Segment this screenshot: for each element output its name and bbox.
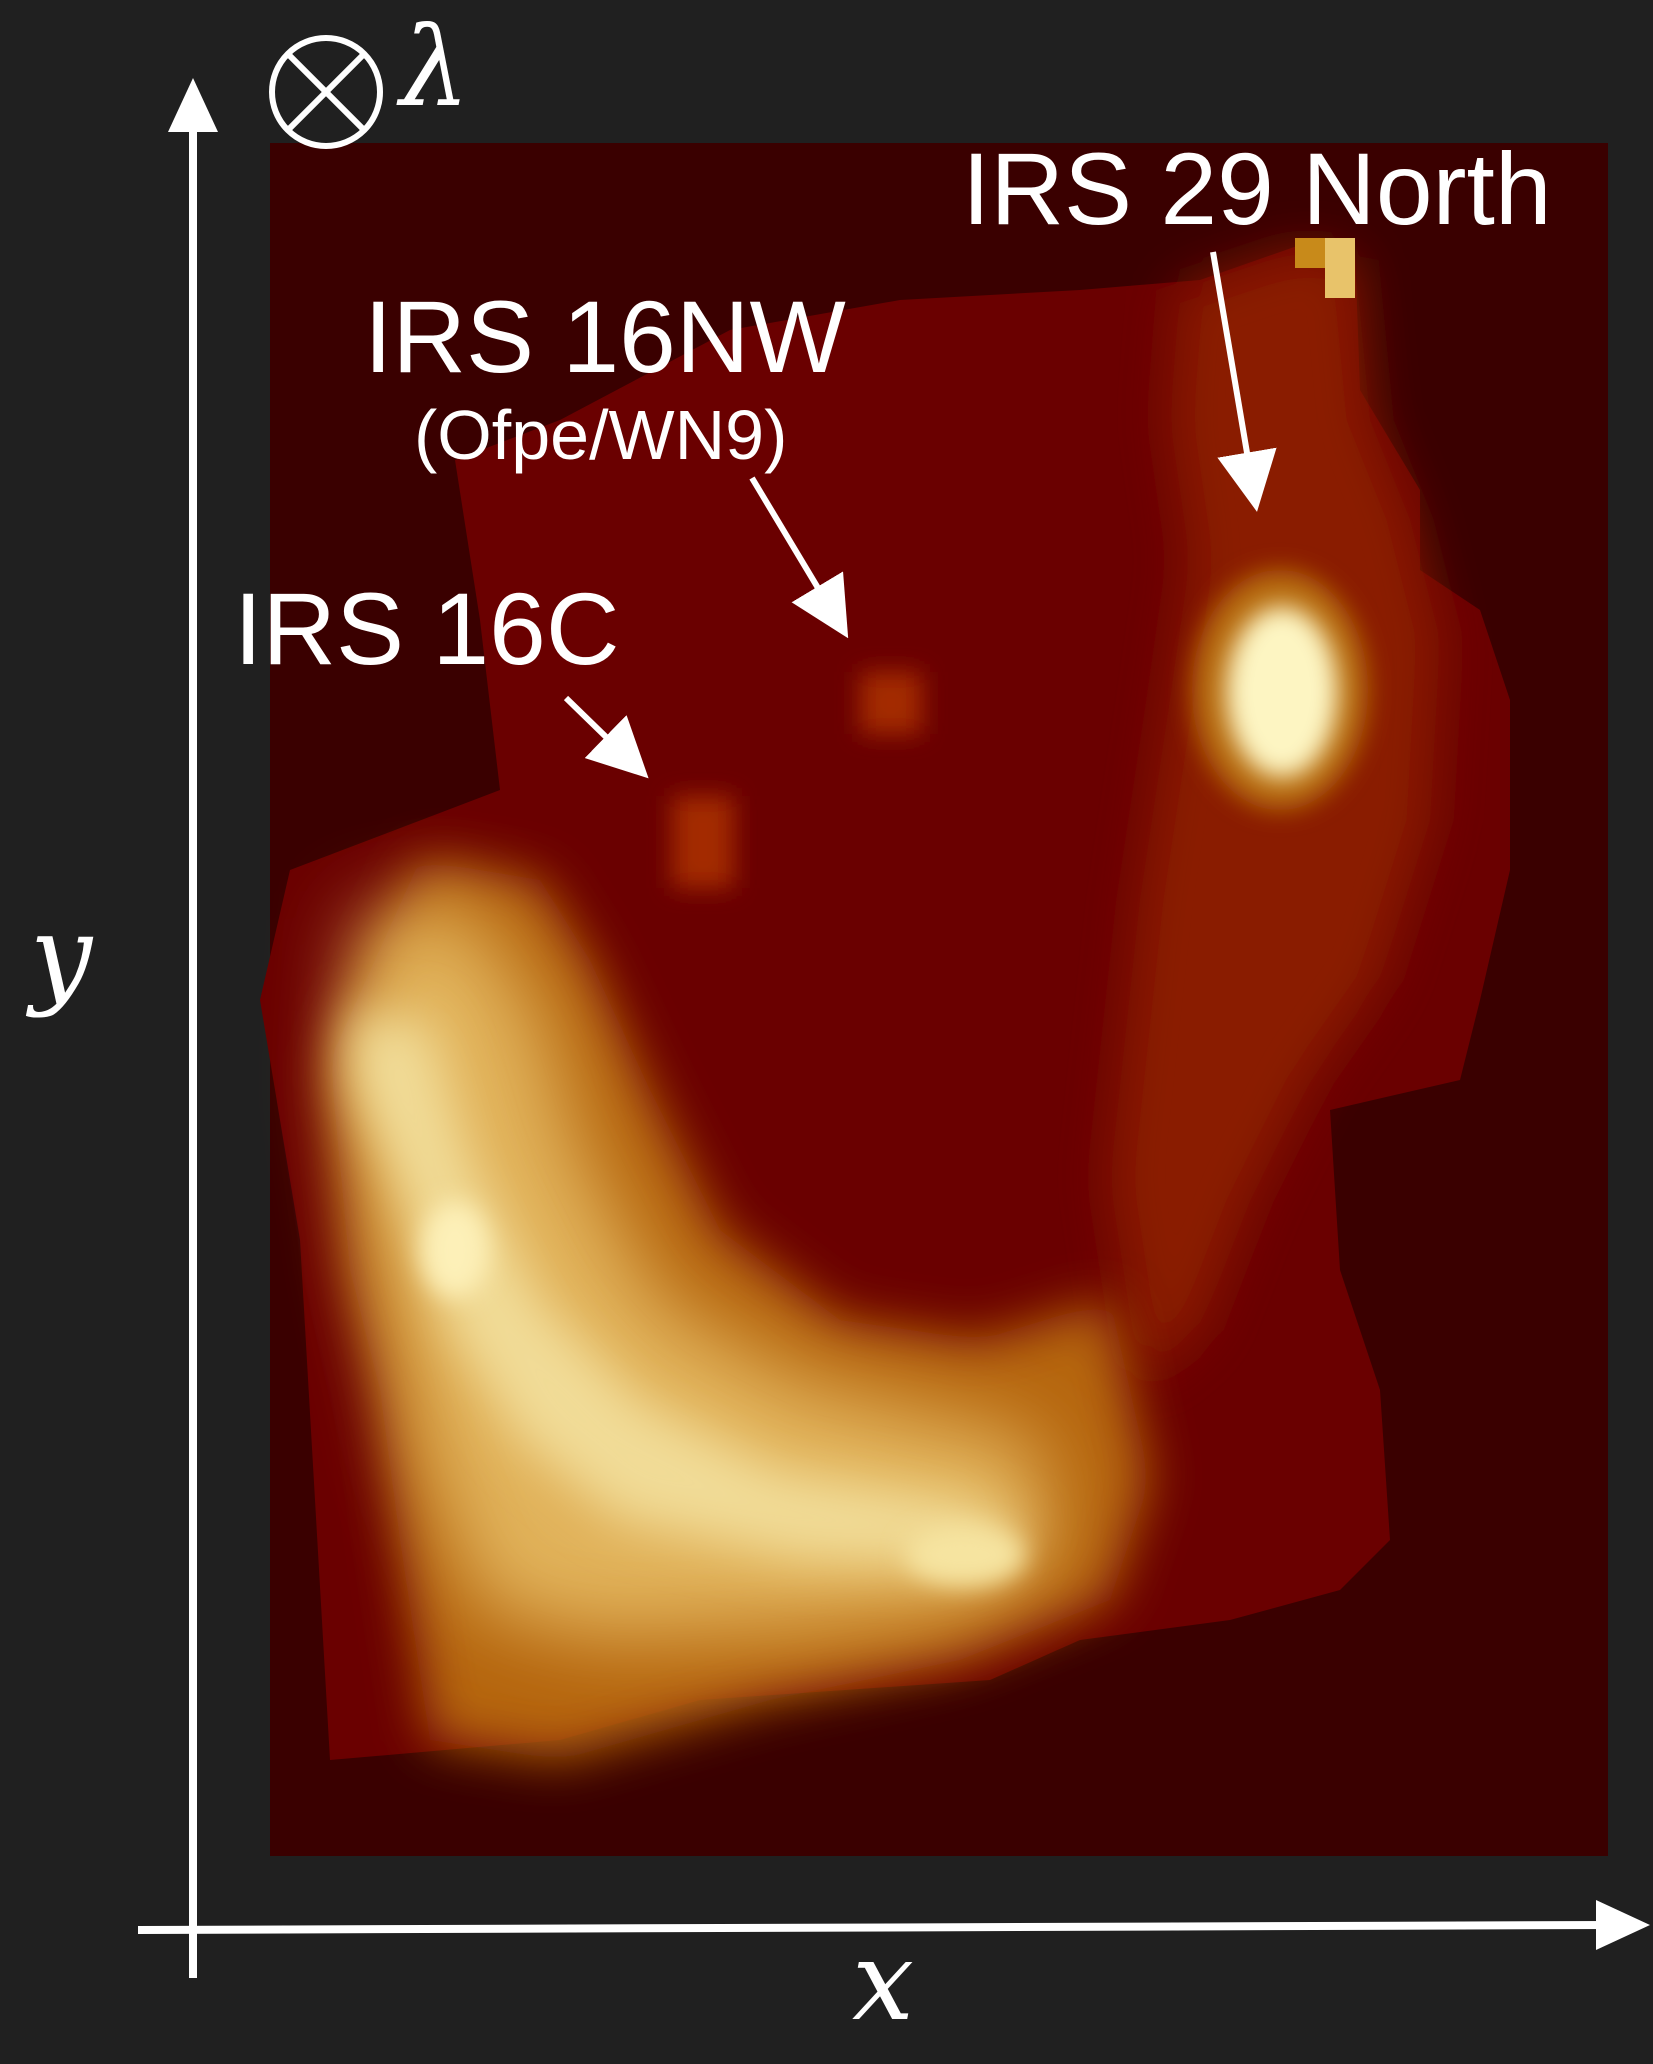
- source-irs16nw: [860, 672, 922, 734]
- y-axis-arrowhead: [168, 78, 218, 132]
- label-irs29-north: IRS 29 North: [962, 132, 1552, 246]
- label-irs16nw-type: (Ofpe/WN9): [414, 396, 788, 474]
- x-axis-arrowhead: [1596, 1900, 1650, 1950]
- point-sources: [672, 570, 1368, 888]
- source-irs16c: [672, 796, 734, 888]
- northern-streamer: [1110, 250, 1440, 1380]
- arrow-irs29-north: [1210, 251, 1277, 512]
- bright-knot-west: [421, 1202, 489, 1298]
- lambda-label: λ: [400, 3, 470, 131]
- lambda-into-page-icon: [269, 35, 383, 149]
- label-irs16c: IRS 16C: [234, 572, 620, 686]
- x-axis-line: [137, 1921, 1611, 1934]
- y-axis-label: y: [30, 891, 93, 1019]
- arrow-irs16c: [563, 695, 649, 779]
- bright-pixel-top: [1325, 238, 1355, 298]
- bright-knot-south: [905, 1525, 1025, 1585]
- emission-map: [260, 238, 1510, 1760]
- arrow-irs16nw: [749, 476, 849, 639]
- annotation-arrows: [563, 251, 1277, 779]
- bright-pixel-top-2: [1295, 238, 1325, 268]
- minispiral-western-arc-inner: [350, 900, 1050, 1640]
- x-axis-label: x: [852, 1917, 915, 2045]
- minispiral-bright-ridge: [350, 1010, 1030, 1570]
- source-irs29-north: [1192, 570, 1368, 810]
- label-irs16nw: IRS 16NW: [364, 280, 846, 394]
- axes: [137, 78, 1650, 1978]
